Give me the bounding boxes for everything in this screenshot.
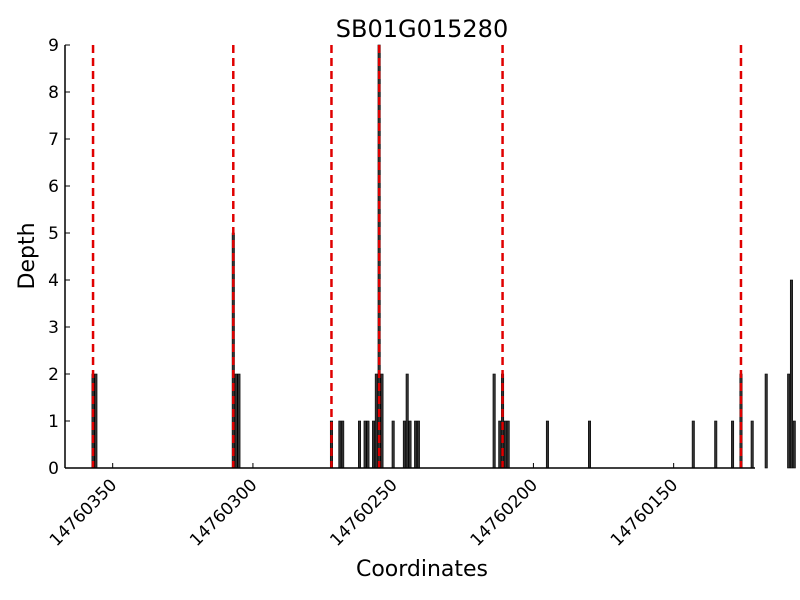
x-tick-label: 14760150 — [607, 475, 682, 550]
depth-bar — [787, 373, 791, 469]
depth-bar — [416, 420, 420, 469]
depth-bars — [91, 44, 796, 469]
depth-bar — [94, 373, 98, 469]
x-tick-label: 14760300 — [186, 475, 261, 550]
y-tick-label: 2 — [48, 365, 59, 385]
depth-bar — [338, 420, 342, 469]
depth-bar — [380, 373, 384, 469]
y-axis-label: Depth — [15, 222, 40, 289]
depth-bar — [498, 420, 502, 469]
y-tick-label: 0 — [48, 459, 59, 479]
y-tick-label: 5 — [48, 224, 59, 244]
depth-bar — [358, 420, 362, 469]
depth-bar — [792, 420, 796, 469]
depth-bar — [503, 420, 507, 469]
x-tick-label: 14760350 — [46, 475, 121, 550]
depth-bar — [372, 420, 376, 469]
x-tick-label: 14760200 — [467, 475, 542, 550]
depth-bar — [506, 420, 510, 469]
depth-bar — [714, 420, 718, 469]
x-axis-label: Coordinates — [356, 557, 488, 582]
y-tick-label: 4 — [48, 271, 59, 291]
depth-bar — [789, 279, 793, 469]
depth-bar — [545, 420, 549, 469]
chart-title: SB01G015280 — [336, 15, 508, 43]
reference-lines — [91, 45, 743, 468]
y-tick-label: 9 — [48, 36, 59, 56]
y-tick-label: 7 — [48, 130, 59, 150]
depth-bar — [237, 373, 241, 469]
depth-bar — [731, 420, 735, 469]
depth-bar — [374, 373, 378, 469]
x-tick-label: 14760250 — [326, 475, 401, 550]
depth-bar — [402, 420, 406, 469]
y-tick-label: 6 — [48, 177, 59, 197]
depth-bar — [363, 420, 367, 469]
depth-bar — [341, 420, 345, 469]
y-tick-label: 1 — [48, 412, 59, 432]
depth-bar — [691, 420, 695, 469]
depth-bar — [414, 420, 418, 469]
depth-bar — [234, 373, 238, 469]
y-tick-label: 3 — [48, 318, 59, 338]
depth-bar — [391, 420, 395, 469]
depth-bar — [750, 420, 754, 469]
depth-bar — [492, 373, 496, 469]
depth-bar — [764, 373, 768, 469]
depth-bar — [405, 373, 409, 469]
y-axis-ticks: 0 1 2 3 4 5 6 7 8 9 — [48, 36, 70, 479]
depth-bar — [366, 420, 370, 469]
y-tick-label: 8 — [48, 83, 59, 103]
x-axis-ticks: 14760350 14760300 14760250 14760200 14760150 — [46, 463, 682, 551]
depth-bar — [408, 420, 412, 469]
depth-bar — [588, 420, 592, 469]
